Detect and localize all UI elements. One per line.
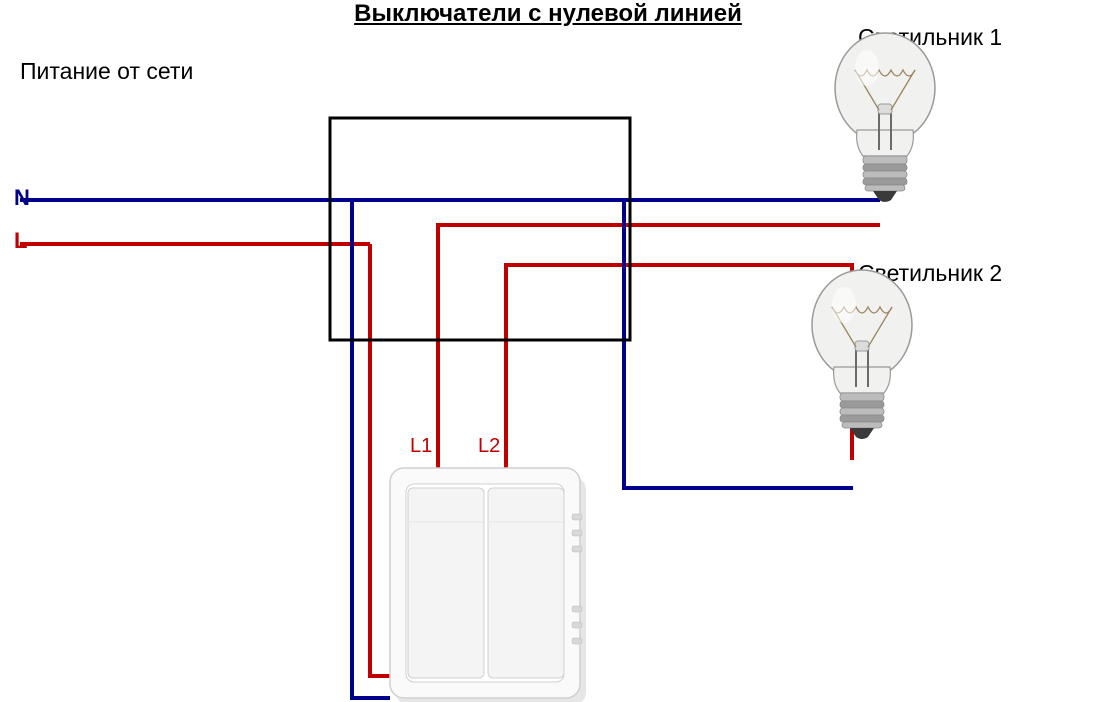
junction-box — [330, 118, 630, 340]
lamp-1-icon — [835, 33, 935, 202]
switch-rocker-left[interactable] — [408, 488, 484, 678]
wire-L2_up — [506, 265, 852, 468]
diagram-stage: Выключатели с нулевой линией Питание от … — [0, 0, 1096, 702]
wiring-svg — [0, 0, 1096, 702]
wall-switch — [390, 468, 586, 702]
lamp-2-icon — [812, 270, 912, 439]
wire-L_down — [370, 244, 390, 676]
switch-rocker-right[interactable] — [488, 488, 564, 678]
